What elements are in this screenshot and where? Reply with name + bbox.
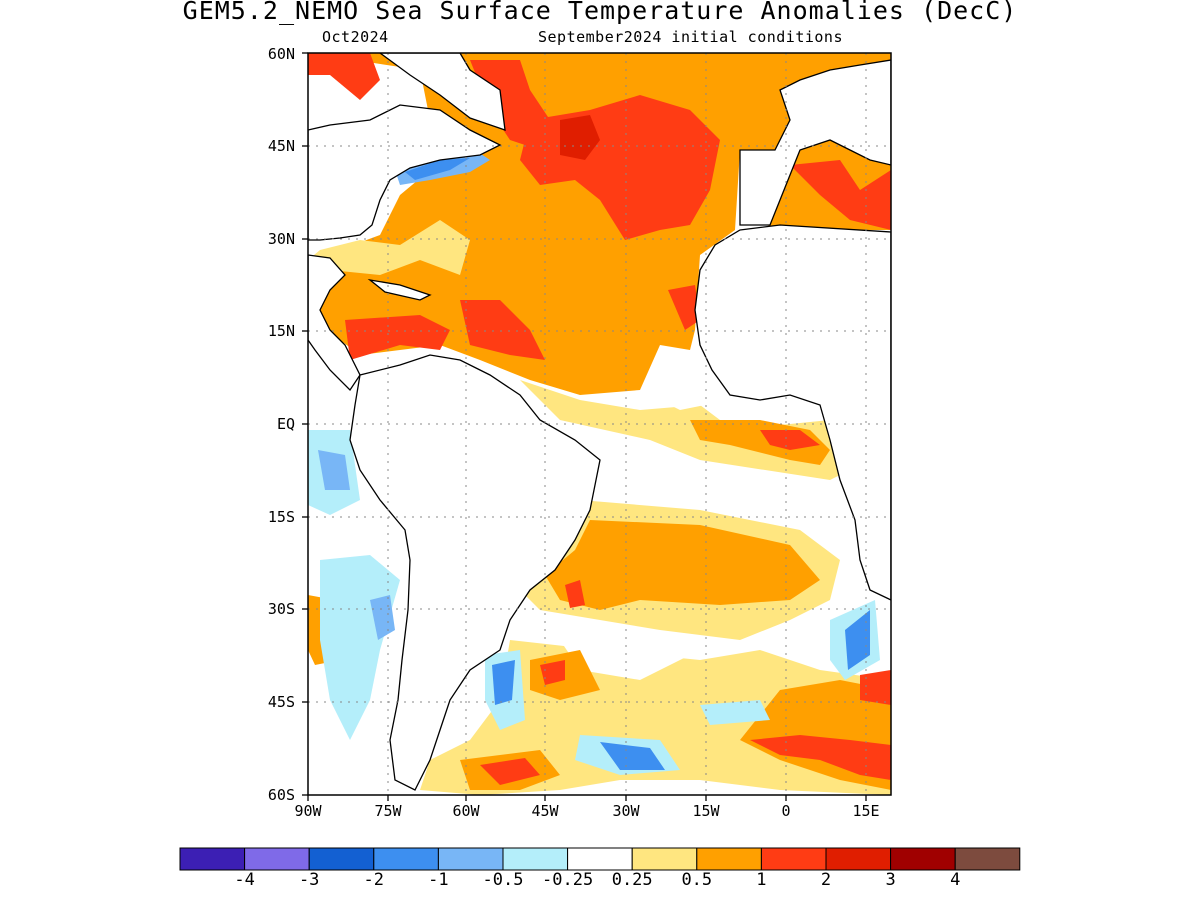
colorbar-swatch	[179, 847, 246, 871]
colorbar-tick-label: 2	[820, 870, 832, 890]
cuba	[367, 278, 432, 301]
north-atlantic-warm-region	[308, 53, 891, 395]
init-conditions-label: September2024 initial conditions	[538, 28, 843, 46]
anomaly-field	[308, 53, 891, 795]
lon-label: 90W	[294, 802, 322, 820]
colorbar-tick-label: 1	[756, 870, 767, 890]
lat-label: 60N	[267, 45, 295, 63]
colorbar-tick-label: 0.25	[611, 870, 653, 890]
europe	[739, 59, 891, 226]
africa	[694, 224, 891, 601]
greenland-canada-north	[378, 53, 506, 131]
north-america	[308, 104, 502, 241]
lon-label: 75W	[374, 802, 402, 820]
colorbar-swatch	[244, 847, 310, 871]
colorbar-tick-label: -1	[428, 870, 449, 890]
colorbar-tick-label: -4	[234, 870, 255, 890]
lat-label: 15N	[267, 322, 295, 340]
south-america	[349, 354, 601, 791]
lon-label: 30W	[612, 802, 640, 820]
colorbar-tick-label: 0.5	[681, 870, 713, 890]
colorbar-swatch	[890, 847, 956, 871]
colorbar	[179, 847, 1021, 871]
colorbar-swatch	[825, 847, 892, 871]
colorbar-tick-label: -0.25	[542, 870, 594, 890]
colorbar-swatch	[954, 847, 1021, 871]
lat-label: 15S	[267, 508, 295, 526]
lat-label: 30N	[267, 230, 295, 248]
colorbar-swatch	[696, 847, 762, 871]
colorbar-tick-label: 4	[950, 870, 961, 890]
colorbar-swatch	[437, 847, 504, 871]
colorbar-swatch	[631, 847, 698, 871]
colorbar-swatch	[308, 847, 375, 871]
lon-label: 0	[781, 802, 791, 820]
lon-label: 45W	[531, 802, 559, 820]
colorbar-tick-label: -0.5	[482, 870, 524, 890]
lat-label: 30S	[267, 600, 295, 618]
lat-label: EQ	[276, 415, 295, 433]
map-title: GEM5.2_NEMO Sea Surface Temperature Anom…	[182, 0, 1018, 25]
land-masses	[308, 53, 891, 791]
graticule	[308, 53, 891, 795]
colorbar-swatch	[373, 847, 439, 871]
colorbar-tick-label: -2	[363, 870, 385, 890]
colorbar-swatch	[567, 847, 633, 871]
axis-ticks	[302, 52, 867, 801]
lon-label: 15E	[852, 802, 880, 820]
colorbar-swatch	[760, 847, 827, 871]
lat-label: 60S	[267, 786, 295, 804]
valid-month-label: Oct2024	[322, 28, 389, 46]
lon-label: 15W	[692, 802, 720, 820]
lat-label: 45S	[267, 693, 295, 711]
lon-label: 60W	[452, 802, 480, 820]
central-america	[308, 254, 361, 392]
colorbar-tick-label: -3	[298, 870, 320, 890]
colorbar-tick-label: 3	[885, 870, 896, 890]
colorbar-swatch	[502, 847, 569, 871]
lat-label: 45N	[267, 137, 295, 155]
